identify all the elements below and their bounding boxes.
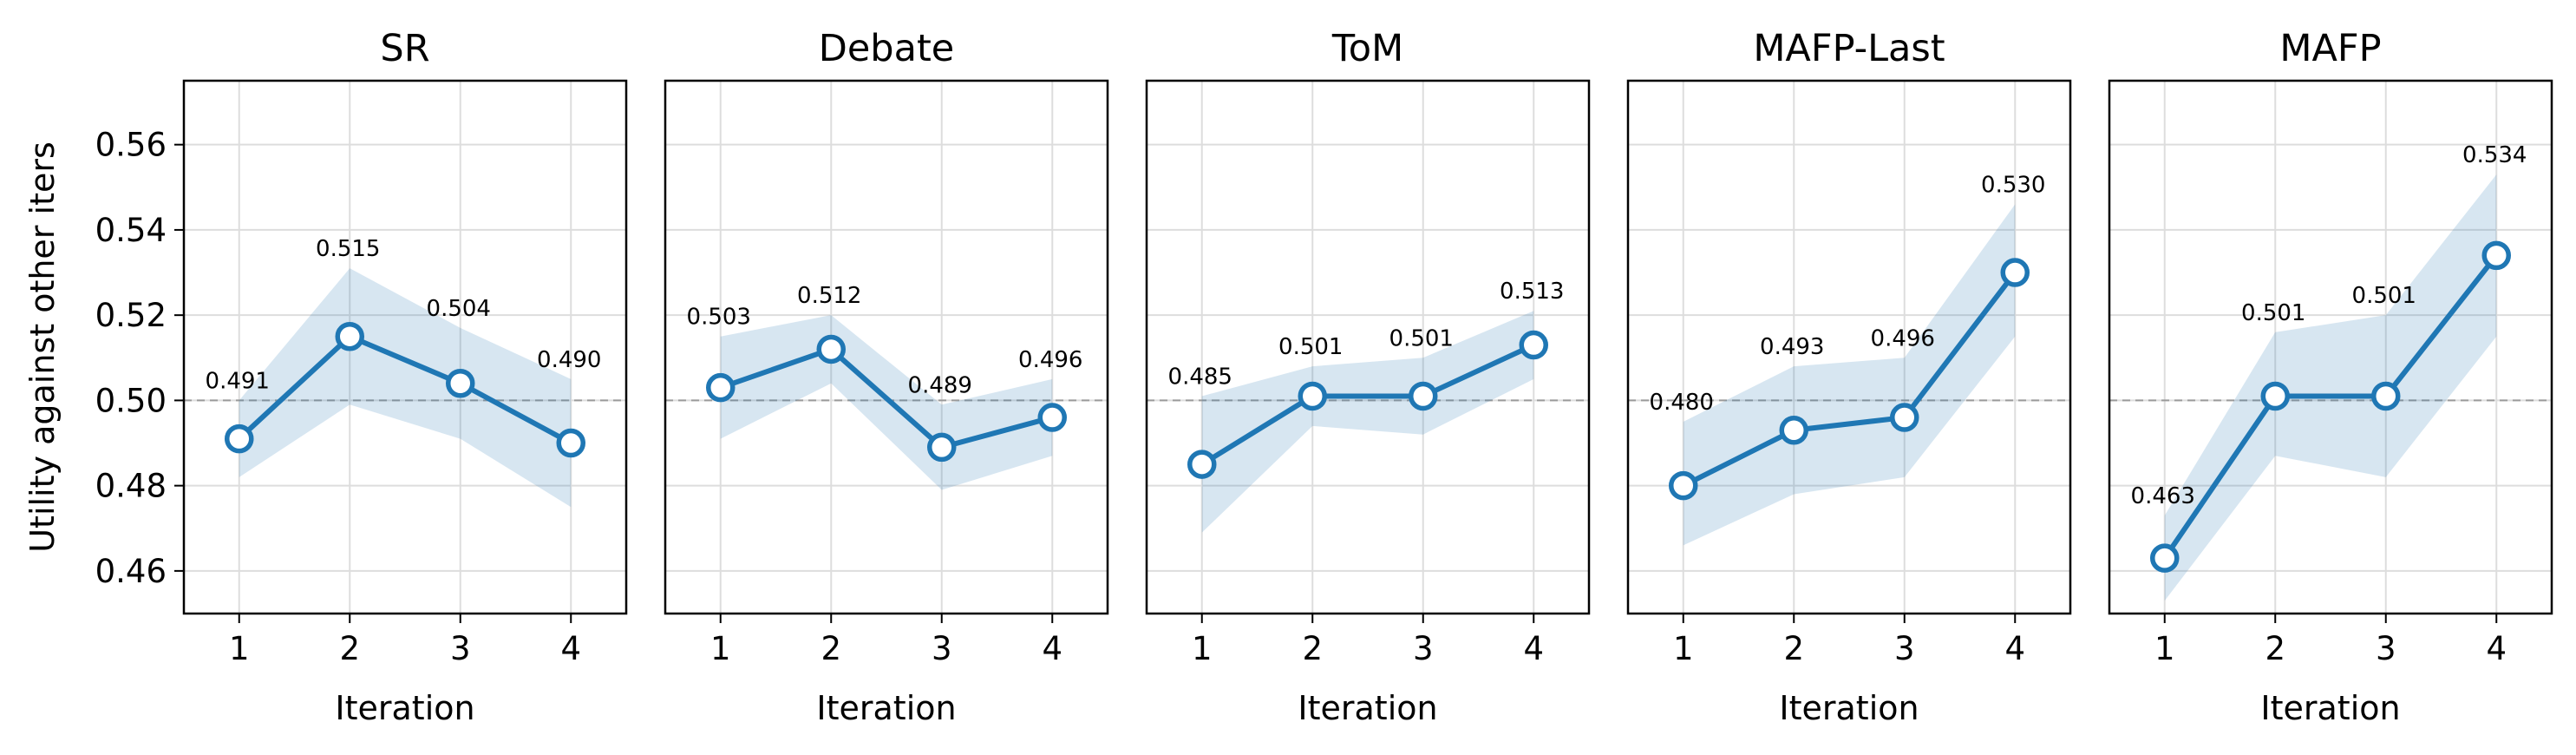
data-label: 0.504 [427,296,491,322]
confidence-band [720,315,1053,490]
data-point [1187,450,1217,479]
y-tick-label: 0.54 [95,212,167,249]
x-tick-label: 3 [450,630,471,667]
data-point [1519,330,1548,360]
data-label: 0.496 [1871,325,1935,351]
x-axis-label: Iteration [1779,689,1919,727]
x-tick-label: 3 [1894,630,1915,667]
y-tick-label: 0.46 [95,553,167,590]
x-tick-label: 1 [710,630,731,667]
panel-2: 0.485 0.501 0.501 0.513 1 2 3 4 ToM Iteration [1145,27,1591,727]
series-line [2162,253,2499,560]
data-point [1409,381,1438,411]
data-label: 0.490 [537,347,601,373]
data-point [2260,381,2290,411]
data-label: 0.503 [687,305,751,331]
data-label: 0.501 [2352,283,2416,309]
data-label: 0.530 [1981,172,2045,198]
x-tick-label: 4 [560,630,581,667]
x-axis-label: Iteration [2260,689,2400,727]
axes-frame [2108,79,2553,615]
confidence-band [1201,311,1534,533]
y-axis-label: Utility against other iters [23,141,62,553]
x-tick-label: 3 [932,630,952,667]
axes-frame [1626,79,2072,615]
confidence-band [239,268,572,508]
data-label: 0.501 [2241,300,2305,326]
x-tick-label: 1 [2154,630,2175,667]
data-point [556,428,585,458]
data-label: 0.512 [797,283,861,309]
x-tick-label: 1 [229,630,250,667]
data-point [706,372,736,403]
panel-4: 0.463 0.501 0.501 0.534 1 2 3 4 MAFP Iteration [2108,27,2553,727]
data-point [1890,403,1919,432]
confidence-band [1683,204,2016,546]
data-point [1779,416,1808,445]
data-point [1037,403,1067,432]
data-point [335,321,364,351]
series-line [719,346,1054,450]
data-point [816,334,846,364]
data-label: 0.480 [1650,390,1714,416]
data-label: 0.501 [1278,334,1343,360]
data-point [225,423,254,454]
x-axis-label: Iteration [1298,689,1437,727]
panel-title: SR [380,27,429,70]
data-label: 0.513 [1500,279,1564,305]
x-tick-label: 2 [821,630,841,667]
panel-title: MAFP-Last [1753,27,1945,70]
x-tick-label: 4 [2486,630,2507,667]
x-tick-label: 1 [1192,630,1213,667]
data-point [1298,381,1327,411]
data-label: 0.515 [316,236,380,262]
data-point [1669,470,1698,501]
axes-frame [664,79,1109,615]
data-point [2000,258,2030,287]
panel-title: Debate [819,27,955,70]
y-tick-label: 0.48 [95,468,167,505]
axes-frame [182,79,628,615]
data-label: 0.485 [1168,364,1232,390]
data-label: 0.463 [2131,483,2195,509]
panel-title: ToM [1331,27,1403,70]
x-tick-label: 2 [1783,630,1804,667]
series-line [1200,342,1535,467]
x-tick-label: 3 [1413,630,1434,667]
data-label: 0.496 [1018,347,1082,373]
x-tick-label: 4 [1042,630,1062,667]
axes-frame [1145,79,1591,615]
x-tick-label: 4 [2004,630,2025,667]
x-tick-label: 1 [1673,630,1694,667]
y-tick-label: 0.56 [95,127,167,164]
series-line [237,333,572,446]
data-point [927,432,957,463]
data-label: 0.491 [206,368,270,394]
data-label: 0.501 [1389,325,1454,351]
panel-1: 0.503 0.512 0.489 0.496 1 2 3 4 Debate Iteration [664,27,1109,727]
data-point [2150,543,2180,573]
x-tick-label: 2 [2265,630,2285,667]
data-label: 0.489 [908,372,972,398]
panel-title: MAFP [2279,27,2381,70]
x-tick-label: 2 [339,630,360,667]
data-point [2371,381,2401,411]
y-tick-label: 0.52 [95,297,167,334]
x-tick-label: 4 [1523,630,1544,667]
data-label: 0.493 [1760,334,1824,360]
panel-0: 0.491 0.515 0.504 0.490 1 2 3 4 0.46 0.48 0.50 0.52… [95,27,628,727]
series-line [1682,271,2017,489]
x-tick-label: 2 [1302,630,1323,667]
x-axis-label: Iteration [335,689,474,727]
data-point [446,369,475,398]
x-tick-label: 3 [2376,630,2396,667]
data-label: 0.534 [2462,142,2527,168]
y-tick-label: 0.50 [95,382,167,419]
panel-3: 0.480 0.493 0.496 0.530 1 2 3 4 MAFP-Last Iterati… [1626,27,2072,727]
confidence-band [2164,174,2497,601]
data-point [2481,240,2511,271]
x-axis-label: Iteration [816,689,956,727]
